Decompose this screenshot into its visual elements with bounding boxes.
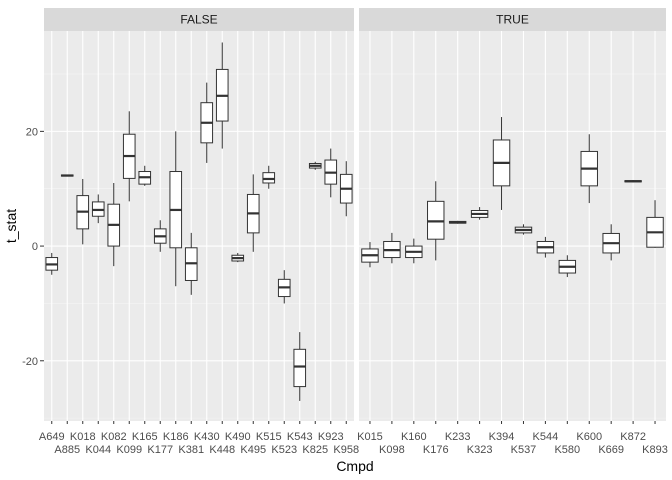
box-K160 <box>405 238 423 264</box>
x-tick-label: K098 <box>379 444 405 456</box>
x-tick-label: K099 <box>116 444 142 456</box>
y-tick-label: 0 <box>32 241 38 253</box>
panel-background <box>44 31 354 421</box>
box-iqr <box>427 200 445 240</box>
y-tick-label: 20 <box>26 126 38 138</box>
box-K176 <box>427 181 445 261</box>
y-tick-label: -20 <box>22 356 38 368</box>
box-A885 <box>60 174 74 177</box>
x-tick-label: K825 <box>302 444 328 456</box>
x-tick-label: K430 <box>194 431 220 443</box>
x-tick-label: K323 <box>467 444 493 456</box>
facet-panel-false: FALSE A649A885K018K044K082K099K165K177K18… <box>39 8 359 456</box>
box-K015 <box>361 242 379 268</box>
x-tick-label: K923 <box>318 431 344 443</box>
x-tick-label: K544 <box>533 431 559 443</box>
x-tick-label: K176 <box>423 444 449 456</box>
x-tick-label: K580 <box>554 444 580 456</box>
x-tick-label: K044 <box>85 444 111 456</box>
box-K381 <box>184 232 198 295</box>
facet-strip <box>359 8 666 31</box>
box-iqr <box>293 348 307 388</box>
x-tick-label: K448 <box>209 444 235 456</box>
y-axis-title: t_stat <box>3 209 19 243</box>
box-K044 <box>91 194 105 224</box>
box-K523 <box>277 270 291 304</box>
box-K098 <box>383 232 401 264</box>
x-tick-label: K082 <box>101 431 127 443</box>
facet-strip-label: FALSE <box>180 13 217 27</box>
box-K537 <box>514 224 533 235</box>
box-K099 <box>122 111 136 202</box>
box-K825 <box>308 161 322 170</box>
x-tick-label: K177 <box>147 444 173 456</box>
x-tick-label: K669 <box>598 444 624 456</box>
box-K490 <box>231 252 245 263</box>
panel-background <box>359 31 666 421</box>
x-tick-label: K872 <box>620 431 646 443</box>
box-K669 <box>602 224 620 261</box>
x-tick-label: K523 <box>271 444 297 456</box>
x-tick-label: K186 <box>163 431 189 443</box>
x-tick-label: K018 <box>70 431 96 443</box>
x-tick-label: A649 <box>39 431 65 443</box>
box-A649 <box>45 252 59 275</box>
x-tick-label: K394 <box>489 431 515 443</box>
box-K544 <box>536 236 555 258</box>
x-tick-label: K515 <box>256 431 282 443</box>
box-K872 <box>624 180 642 183</box>
x-tick-label: K893 <box>642 444 668 456</box>
box-K177 <box>153 220 167 252</box>
box-K186 <box>169 131 183 287</box>
x-tick-label: K165 <box>132 431 158 443</box>
box-K495 <box>246 174 260 252</box>
box-K923 <box>324 148 338 198</box>
x-tick-label: K495 <box>240 444 266 456</box>
box-K600 <box>580 134 598 204</box>
x-tick-label: A885 <box>54 444 80 456</box>
box-K323 <box>470 207 489 220</box>
x-tick-label: K537 <box>511 444 537 456</box>
x-tick-label: K490 <box>225 431 251 443</box>
x-tick-label: K543 <box>287 431 313 443</box>
box-K165 <box>138 165 152 186</box>
facet-strip-label: TRUE <box>496 13 529 27</box>
box-iqr <box>262 172 276 184</box>
box-K233 <box>448 220 467 224</box>
box-K580 <box>558 255 577 278</box>
box-K515 <box>262 165 276 189</box>
box-K893 <box>646 200 664 248</box>
x-tick-label: K381 <box>178 444 204 456</box>
x-axis-title: Cmpd <box>336 458 373 474</box>
y-axis: -20 0 20 <box>22 126 44 368</box>
box-K430 <box>200 82 214 163</box>
box-K543 <box>293 332 307 401</box>
x-tick-label: K015 <box>357 431 383 443</box>
box-K958 <box>339 161 353 217</box>
x-tick-label: K160 <box>401 431 427 443</box>
x-tick-label: K958 <box>333 444 359 456</box>
facet-strip <box>44 8 354 31</box>
facet-panels: FALSE A649A885K018K044K082K099K165K177K18… <box>39 8 668 456</box>
facet-panel-true: TRUE K015K098K160K176K233K323K394K537K544… <box>357 8 668 456</box>
box-K394 <box>492 117 511 210</box>
x-tick-label: K233 <box>445 431 471 443</box>
box-K448 <box>215 42 229 149</box>
box-K082 <box>107 182 121 267</box>
box-K018 <box>76 178 90 245</box>
x-tick-label: K600 <box>576 431 602 443</box>
